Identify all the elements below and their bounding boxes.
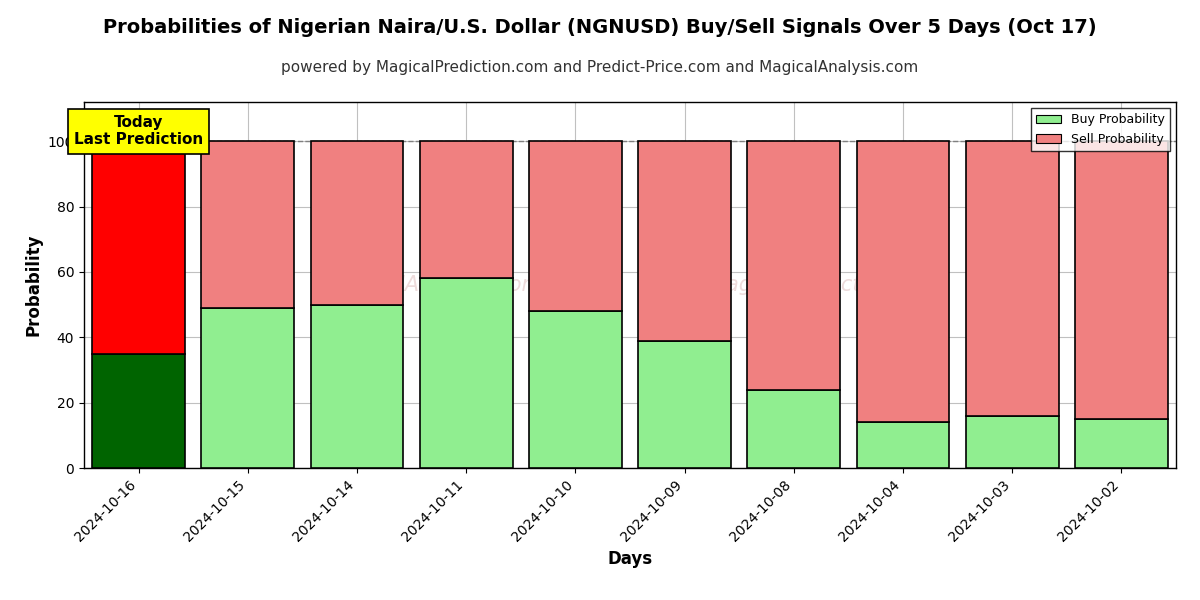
Bar (638, 341, 731, 468)
Bar (1075, 141, 1168, 419)
Bar (748, 141, 840, 389)
Bar (966, 141, 1058, 416)
Bar (311, 305, 403, 468)
Text: MagicalPrediction.com: MagicalPrediction.com (709, 275, 944, 295)
Bar (1075, 419, 1168, 468)
Bar (202, 308, 294, 468)
Bar (638, 141, 731, 341)
Bar (420, 278, 512, 468)
Text: MagicalAnalysis.com: MagicalAnalysis.com (325, 275, 542, 295)
Text: powered by MagicalPrediction.com and Predict-Price.com and MagicalAnalysis.com: powered by MagicalPrediction.com and Pre… (281, 60, 919, 75)
Y-axis label: Probability: Probability (24, 234, 42, 336)
Bar (966, 416, 1058, 468)
Bar (311, 141, 403, 305)
Text: Probabilities of Nigerian Naira/U.S. Dollar (NGNUSD) Buy/Sell Signals Over 5 Day: Probabilities of Nigerian Naira/U.S. Dol… (103, 18, 1097, 37)
Bar (748, 389, 840, 468)
Bar (92, 141, 185, 353)
Bar (529, 141, 622, 311)
Bar (857, 422, 949, 468)
Bar (857, 141, 949, 422)
Bar (529, 311, 622, 468)
Bar (202, 141, 294, 308)
X-axis label: Days: Days (607, 550, 653, 568)
Legend: Buy Probability, Sell Probability: Buy Probability, Sell Probability (1031, 108, 1170, 151)
Text: Today
Last Prediction: Today Last Prediction (74, 115, 203, 148)
Bar (420, 141, 512, 278)
Bar (92, 353, 185, 468)
